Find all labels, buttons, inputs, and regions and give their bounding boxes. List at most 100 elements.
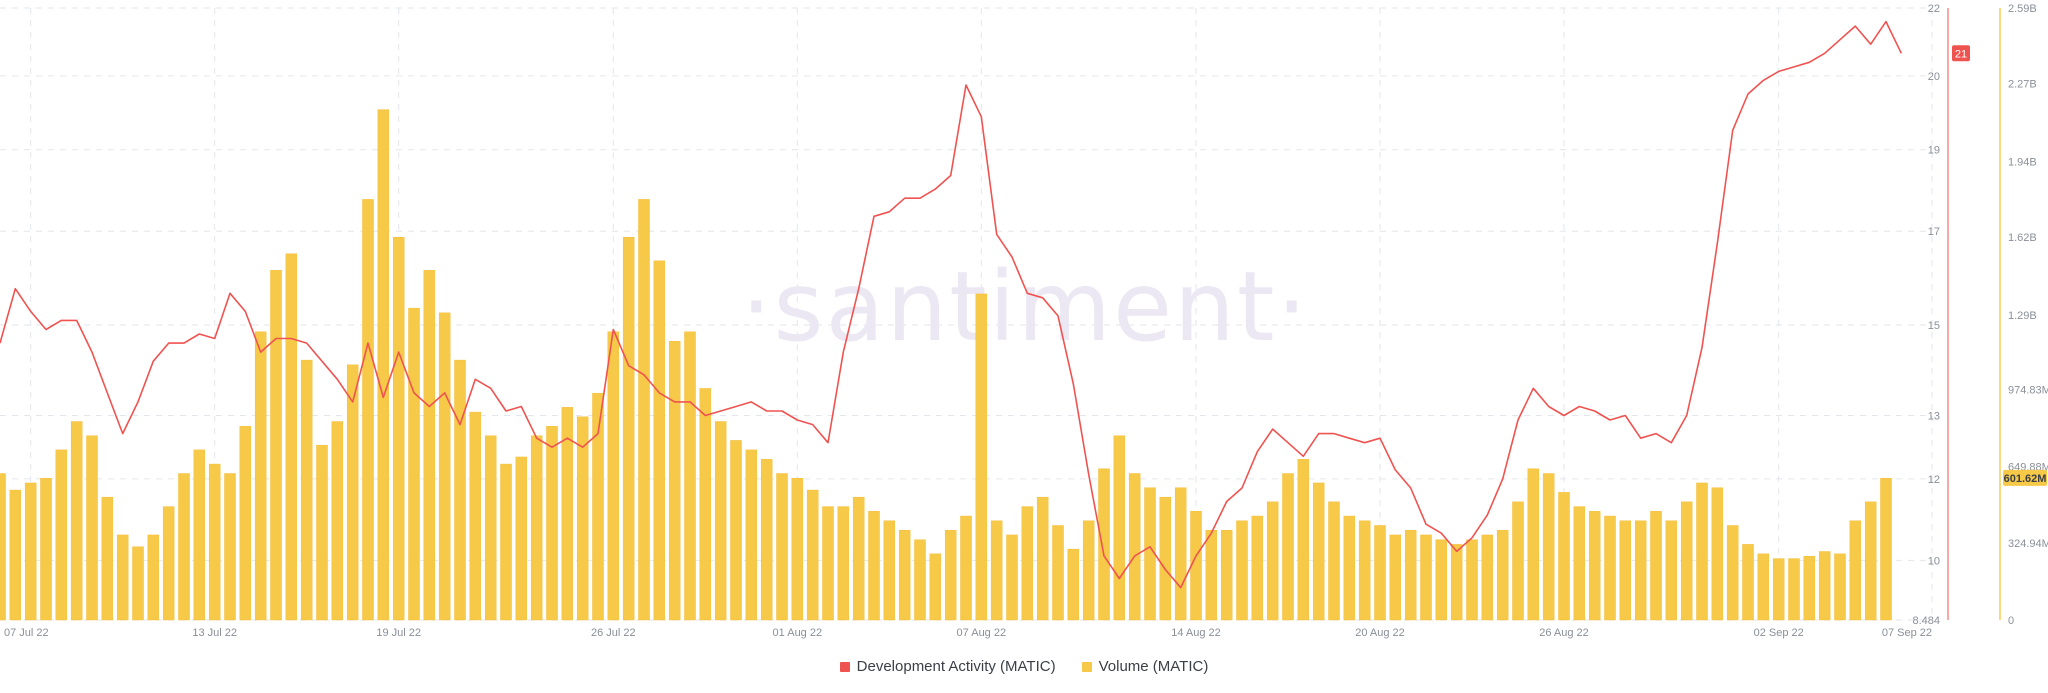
volume-bar <box>1082 520 1095 621</box>
volume-bar <box>960 515 972 621</box>
legend-swatch-volume <box>1081 661 1092 672</box>
volume-bar <box>1512 501 1524 621</box>
volume-bar <box>70 421 83 621</box>
volume-tick-label: 1.62B <box>2008 232 2037 244</box>
volume-bar <box>1466 539 1478 621</box>
volume-bar <box>914 539 926 621</box>
volume-bar <box>116 534 129 621</box>
volume-bar <box>1634 520 1647 621</box>
volume-bar <box>331 421 344 621</box>
volume-bar <box>883 520 896 621</box>
x-tick-label: 26 Jul 22 <box>591 627 636 639</box>
volume-bar <box>699 388 712 621</box>
volume-bar <box>515 456 528 621</box>
volume-bar <box>622 237 635 621</box>
volume-bar <box>0 473 6 621</box>
volume-bar <box>1788 558 1800 621</box>
volume-bar <box>1650 511 1662 621</box>
volume-bar <box>1604 515 1616 621</box>
volume-bar <box>1803 556 1816 621</box>
volume-bar <box>300 359 313 621</box>
volume-bar <box>1067 548 1080 621</box>
volume-bar <box>1251 515 1264 621</box>
volume-bar <box>791 478 804 621</box>
x-tick-label: 07 Sep 22 <box>1882 627 1932 639</box>
activity-current-badge <box>1952 45 1970 62</box>
volume-bar <box>684 331 696 621</box>
activity-current-label: 21 <box>1955 48 1967 60</box>
activity-tick-label: 20 <box>1928 71 1940 83</box>
volume-bar <box>1588 511 1601 621</box>
x-tick-label: 20 Aug 22 <box>1355 627 1405 639</box>
volume-bar <box>40 478 52 621</box>
volume-bar <box>469 411 482 621</box>
volume-bar <box>806 489 819 621</box>
volume-bar <box>1527 468 1540 621</box>
volume-bar <box>1297 459 1310 621</box>
volume-bar <box>254 331 267 621</box>
volume-bar <box>1404 530 1417 621</box>
volume-tick-label: 2.59B <box>2008 3 2037 15</box>
volume-bar <box>1205 530 1218 621</box>
volume-bar <box>1496 530 1509 621</box>
volume-bar <box>285 253 298 621</box>
volume-bar <box>1435 539 1448 621</box>
legend-swatch-activity <box>839 661 850 672</box>
volume-bar <box>530 435 543 621</box>
volume-bar <box>24 482 37 621</box>
volume-bar <box>745 449 758 621</box>
volume-bar <box>101 496 114 621</box>
activity-tick-label: 19 <box>1928 145 1940 157</box>
volume-bar <box>1420 534 1432 621</box>
volume-bar <box>898 530 911 621</box>
volume-bar <box>1757 553 1770 621</box>
legend-item-volume[interactable]: Volume (MATIC) <box>1081 658 1208 675</box>
volume-bar <box>1880 478 1892 621</box>
volume-bar <box>1573 506 1586 621</box>
volume-bar <box>1680 501 1693 621</box>
volume-bar <box>423 270 436 621</box>
activity-tick-label: 13 <box>1928 411 1940 423</box>
volume-bar <box>1358 520 1371 621</box>
volume-tick-label: 1.94B <box>2008 157 2037 169</box>
volume-bar <box>86 435 98 621</box>
volume-bar <box>1772 558 1785 621</box>
volume-bar <box>178 473 190 621</box>
volume-bar <box>438 312 451 621</box>
volume-bar <box>362 199 374 621</box>
volume-bar <box>776 473 788 621</box>
volume-bar <box>132 546 144 621</box>
x-tick-label: 14 Aug 22 <box>1171 627 1221 639</box>
volume-bar <box>1052 525 1064 621</box>
volume-bar <box>1236 520 1248 621</box>
volume-bar <box>1558 492 1570 621</box>
volume-bar <box>454 359 466 621</box>
volume-bar <box>1742 544 1754 621</box>
volume-bar <box>1834 553 1846 621</box>
x-tick-label: 26 Aug 22 <box>1539 627 1589 639</box>
x-tick-label: 02 Sep 22 <box>1754 627 1804 639</box>
volume-bar <box>162 506 175 621</box>
activity-line <box>0 20 1903 589</box>
volume-bar <box>1864 501 1877 621</box>
volume-bar <box>1665 520 1678 621</box>
volume-bar <box>147 534 160 621</box>
volume-bar <box>1282 473 1294 621</box>
volume-bar <box>653 260 666 621</box>
volume-bar <box>484 435 497 621</box>
volume-bar <box>1542 473 1555 621</box>
volume-bar <box>193 449 206 621</box>
volume-bar <box>1098 468 1110 621</box>
legend-item-activity[interactable]: Development Activity (MATIC) <box>839 658 1056 675</box>
volume-bar <box>714 421 727 621</box>
volume-bar <box>1328 501 1340 621</box>
activity-tick-label: 8.484 <box>1912 615 1940 627</box>
volume-current-label: 601.62M <box>2004 473 2047 485</box>
activity-tick-label: 10 <box>1928 555 1940 567</box>
volume-bar <box>208 463 221 621</box>
volume-bar <box>990 520 1003 621</box>
volume-bar <box>1726 525 1739 621</box>
volume-bar <box>1220 530 1233 621</box>
legend-label-activity: Development Activity (MATIC) <box>856 658 1056 675</box>
